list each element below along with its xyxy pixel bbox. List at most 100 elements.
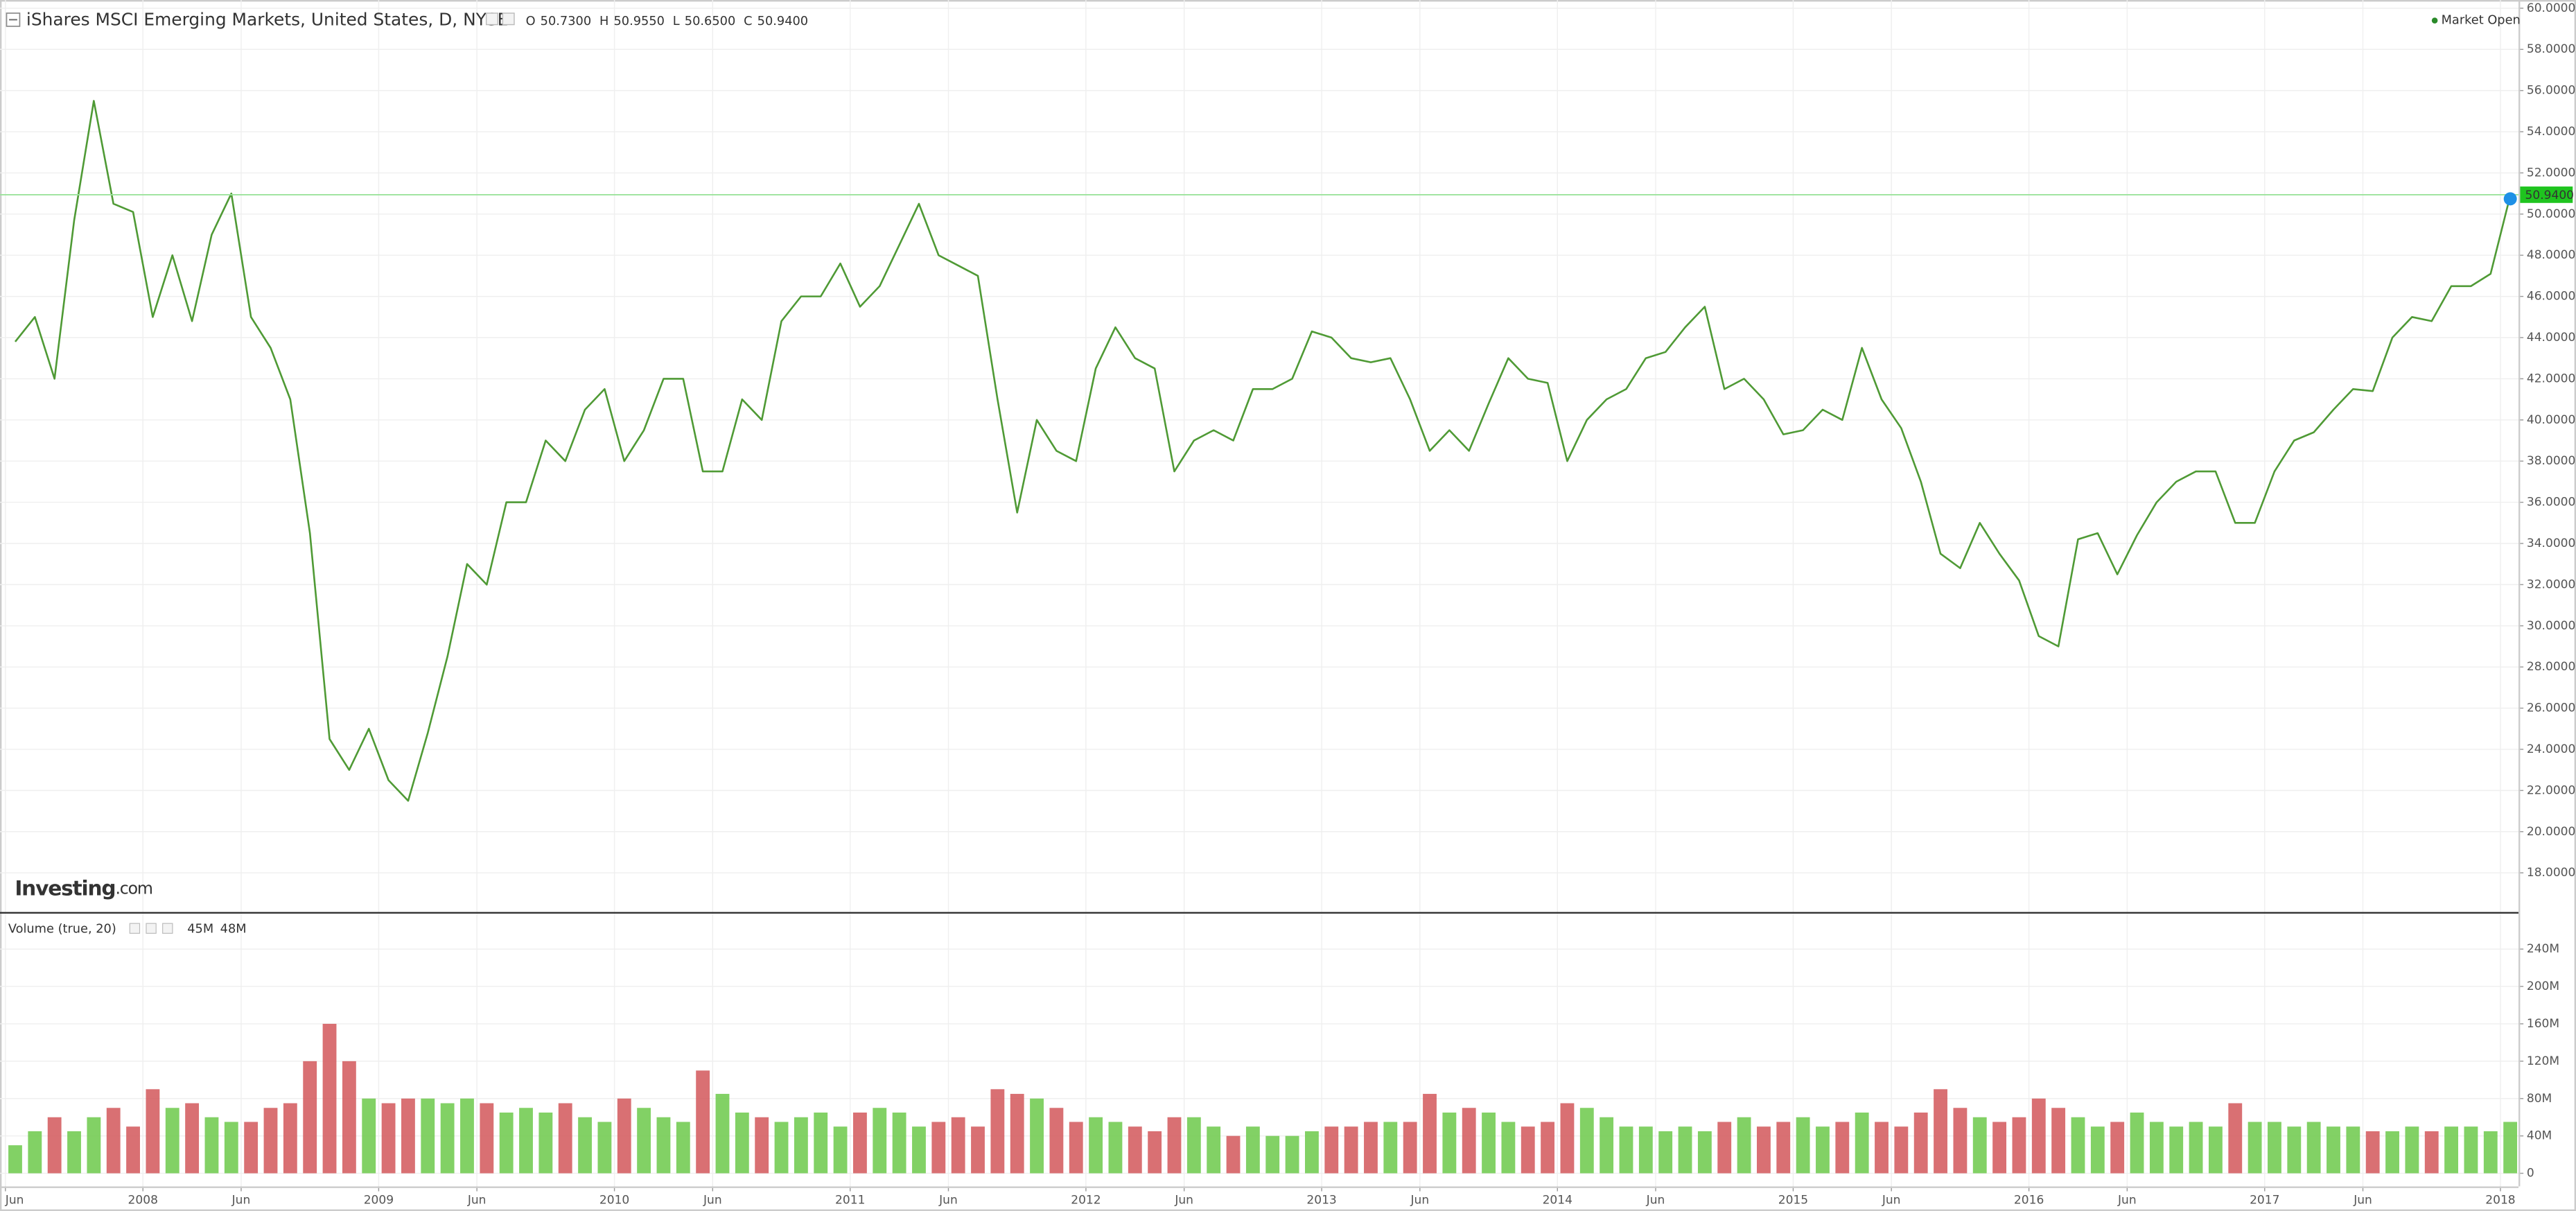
volume-bar [912, 1126, 926, 1174]
volume-bar [1600, 1117, 1614, 1174]
y-tick-label: 50.0000 [2527, 207, 2576, 221]
volume-bar [755, 1117, 769, 1174]
x-tick-label: Jun [703, 1194, 722, 1208]
ohlc-name: O [526, 15, 536, 28]
volume-bar [1049, 1108, 1064, 1174]
volume-bar [1541, 1122, 1555, 1174]
y-tick-label: 18.0000 [2527, 866, 2576, 880]
volume-bar [676, 1122, 690, 1174]
hide-button[interactable] [502, 12, 515, 26]
volume-bar [8, 1145, 22, 1174]
volume-bar [87, 1117, 101, 1174]
volume-bar [283, 1103, 297, 1174]
volume-bar [2503, 1122, 2518, 1174]
volume-bar [2228, 1103, 2243, 1174]
volume-bar [303, 1061, 317, 1174]
volume-bar [1482, 1112, 1496, 1174]
ohlc-name: H [599, 15, 608, 28]
volume-bar [460, 1098, 474, 1174]
volume-bar [2051, 1108, 2066, 1174]
y-tick-label: 30.0000 [2527, 619, 2576, 633]
market-status: Market Open [2442, 14, 2521, 28]
volume-bar [2464, 1126, 2478, 1174]
y-tick-label: 56.0000 [2527, 84, 2576, 98]
ohlc-readout: O 50.7300 H 50.9550 L 50.6500 C 50.9400 [526, 15, 809, 28]
y-tick-label: 60.0000 [2527, 1, 2576, 15]
ohlc-value: 50.7300 [541, 15, 591, 28]
volume-bar [1442, 1112, 1457, 1174]
volume-bar [794, 1117, 808, 1174]
volume-bar [558, 1103, 572, 1174]
volume-bar [1875, 1122, 1889, 1174]
volume-bar [1992, 1122, 2007, 1174]
volume-bar [244, 1122, 259, 1174]
volume-bar [106, 1108, 121, 1174]
volume-bar [146, 1089, 160, 1174]
volume-bar [1108, 1122, 1123, 1174]
y-tick-label: 54.0000 [2527, 125, 2576, 139]
volume-bar [2365, 1131, 2380, 1174]
y-tick-label: 36.0000 [2527, 496, 2576, 509]
x-tick-label: 2015 [1778, 1194, 1808, 1208]
x-tick-label: Jun [1646, 1194, 1665, 1208]
y-tick-label: 80M [2527, 1092, 2552, 1106]
ohlc-name: L [673, 15, 680, 28]
marks [0, 100, 2519, 1174]
x-tick-label: Jun [1410, 1194, 1430, 1208]
volume-bar [2208, 1126, 2223, 1174]
volume-bar [224, 1122, 238, 1174]
volume-bar [1148, 1131, 1162, 1174]
volume-bar [1462, 1108, 1476, 1174]
volume-hide[interactable] [146, 923, 157, 934]
volume-bar [1226, 1135, 1241, 1174]
volume-bar [2130, 1112, 2144, 1174]
y-tick-label: 40.0000 [2527, 413, 2576, 427]
volume-bar [538, 1112, 553, 1174]
volume-bar [1521, 1126, 1535, 1174]
volume-bar [2287, 1126, 2302, 1174]
volume-bar [2149, 1122, 2164, 1174]
collapse-button[interactable] [6, 12, 21, 27]
volume-bar [2424, 1131, 2439, 1174]
x-tick-label: Jun [2353, 1194, 2372, 1208]
volume-bar [1501, 1122, 1516, 1174]
y-tick-label: 24.0000 [2527, 742, 2576, 756]
y-tick-label: 26.0000 [2527, 702, 2576, 715]
volume-bar [67, 1131, 81, 1174]
y-tick-label: 22.0000 [2527, 783, 2576, 797]
x-tick-label: 2008 [128, 1194, 158, 1208]
y-tick-label: 28.0000 [2527, 660, 2576, 674]
volume-bar [165, 1108, 179, 1174]
volume-bar [204, 1117, 219, 1174]
volume-settings[interactable] [129, 923, 141, 934]
x-tick-label: 2014 [1543, 1194, 1572, 1208]
volume-bar [381, 1103, 396, 1174]
volume-bar [873, 1108, 887, 1174]
volume-bar [1855, 1112, 1869, 1174]
volume-bar [656, 1117, 671, 1174]
x-tick-label: 2012 [1071, 1194, 1101, 1208]
volume-bar [1305, 1131, 1319, 1174]
volume-bar [322, 1023, 337, 1174]
volume-bar [1265, 1135, 1280, 1174]
volume-bar [1835, 1122, 1850, 1174]
settings-button[interactable] [485, 12, 498, 26]
volume-close[interactable] [162, 923, 173, 934]
volume-title: Volume (true, 20) [8, 922, 116, 936]
volume-bar [1697, 1131, 1712, 1174]
x-tick-label: 2018 [2485, 1194, 2515, 1208]
last-price-label: 50.9400 [2525, 189, 2575, 202]
y-tick-label: 40M [2527, 1129, 2552, 1143]
x-tick-label: Jun [938, 1194, 958, 1208]
volume-bar [1972, 1117, 1987, 1174]
volume-bar [1285, 1135, 1299, 1174]
volume-bar [1934, 1089, 1947, 1174]
volume-bar [2090, 1126, 2105, 1174]
y-tick-label: 44.0000 [2527, 331, 2576, 345]
volume-bar [696, 1070, 710, 1174]
logo-suffix: .com [115, 878, 152, 898]
last-price-box [2520, 186, 2573, 203]
ohlc-name: C [744, 15, 752, 28]
price-line [14, 100, 2512, 802]
volume-bar [931, 1122, 946, 1174]
